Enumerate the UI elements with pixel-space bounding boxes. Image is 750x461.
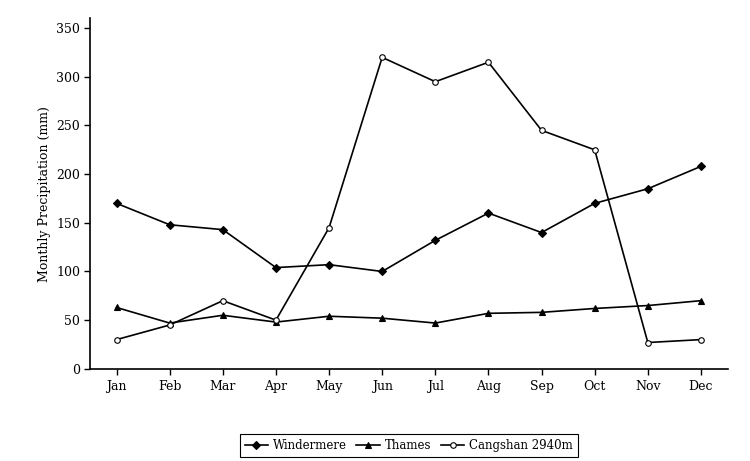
Windermere xyxy=(644,186,652,191)
Windermere xyxy=(537,230,546,235)
Line: Cangshan 2940m: Cangshan 2940m xyxy=(114,54,703,345)
Windermere xyxy=(272,265,280,270)
Windermere xyxy=(112,201,121,206)
Thames xyxy=(590,306,599,311)
Thames xyxy=(484,311,493,316)
Thames xyxy=(378,315,387,321)
Windermere xyxy=(484,210,493,216)
Cangshan 2940m xyxy=(590,147,599,153)
Cangshan 2940m xyxy=(697,337,706,343)
Cangshan 2940m xyxy=(537,128,546,133)
Thames xyxy=(165,320,174,326)
Windermere xyxy=(590,201,599,206)
Windermere xyxy=(325,262,334,267)
Windermere xyxy=(697,164,706,169)
Thames xyxy=(272,319,280,325)
Cangshan 2940m xyxy=(112,337,121,343)
Thames xyxy=(697,298,706,303)
Cangshan 2940m xyxy=(165,322,174,328)
Windermere xyxy=(218,227,227,232)
Line: Thames: Thames xyxy=(114,298,703,326)
Cangshan 2940m xyxy=(325,225,334,230)
Windermere xyxy=(430,237,439,243)
Cangshan 2940m xyxy=(272,317,280,323)
Windermere xyxy=(165,222,174,228)
Cangshan 2940m xyxy=(378,54,387,60)
Thames xyxy=(112,305,121,310)
Thames xyxy=(537,310,546,315)
Cangshan 2940m xyxy=(430,79,439,84)
Thames xyxy=(430,320,439,326)
Y-axis label: Monthly Precipitation (mm): Monthly Precipitation (mm) xyxy=(38,106,51,282)
Thames xyxy=(218,313,227,318)
Cangshan 2940m xyxy=(644,340,652,345)
Thames xyxy=(325,313,334,319)
Line: Windermere: Windermere xyxy=(114,164,703,274)
Cangshan 2940m xyxy=(484,59,493,65)
Cangshan 2940m xyxy=(218,298,227,303)
Legend: Windermere, Thames, Cangshan 2940m: Windermere, Thames, Cangshan 2940m xyxy=(240,434,578,457)
Thames xyxy=(644,303,652,308)
Windermere xyxy=(378,269,387,274)
